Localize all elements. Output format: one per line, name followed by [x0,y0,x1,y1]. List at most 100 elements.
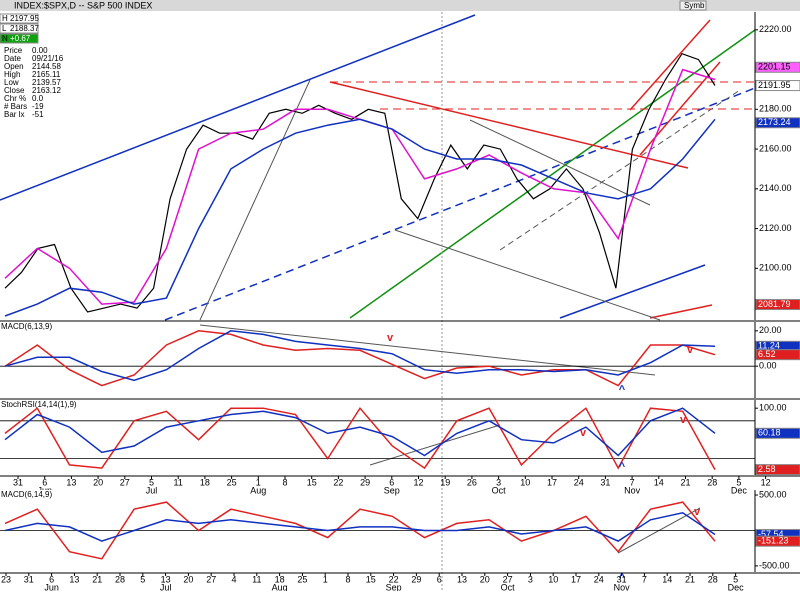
series-line [4,52,716,313]
x-tick-label: 23 [1,574,11,584]
x-tick-label: 8 [282,477,287,487]
series-line [4,68,716,305]
last-value-label: 6.52 [758,349,776,359]
trendlines [0,12,756,591]
last-value-label: -151.23 [758,536,789,546]
x-tick-label: 6 [437,574,442,584]
x-tick-label: 6 [42,477,47,487]
symbol-button-label[interactable]: Symb [684,1,705,10]
x-tick-label: 7 [630,477,635,487]
x-tick-label: 1 [256,477,261,487]
symbol-button[interactable] [679,0,707,11]
last-value-label: 2191.95 [758,80,791,90]
x-tick-label: 25 [297,574,307,584]
annotation: v [387,332,394,344]
y-tick-label: 2160.00 [759,143,792,153]
last-value-label: 2201.15 [758,62,791,72]
quote-row [0,33,39,44]
info-label: Close [4,86,25,95]
month-label: Jun [44,582,59,591]
info-value: 2163.12 [32,86,61,95]
series-line [4,330,716,382]
x-tick-label: 13 [161,574,171,584]
annotation: v [680,414,687,426]
info-value: 2165.11 [32,70,61,79]
info-label: Date [4,54,21,63]
quote-value: 2188.37 [10,24,39,33]
x-tick-label: 13 [457,574,467,584]
x-tick-label: 24 [574,477,584,487]
x-tick-label: 8 [345,574,350,584]
x-tick-label: 24 [594,574,604,584]
x-tick-label: 31 [617,574,627,584]
last-value-label: 11.24 [758,341,780,351]
month-label: Nov [614,582,631,591]
info-value: 0.0 [32,94,44,103]
info-label: Price [4,46,23,55]
panel-title: MACD(6,14,9) [1,490,52,499]
x-tick-label: 20 [93,477,103,487]
quote-label: H [2,14,8,23]
x-tick-label: 28 [708,574,718,584]
x-tick-label: 29 [411,574,421,584]
x-tick-label: 28 [707,477,717,487]
x-tick-label: 20 [480,574,490,584]
chart-title: INDEX:$SPX,D -- S&P 500 INDEX [14,0,152,10]
x-tick-label: 3 [496,477,501,487]
last-value-label: 60.18 [758,428,781,438]
x-tick-label: 10 [520,477,530,487]
x-tick-label: 13 [66,477,76,487]
info-label: # Bars [4,102,27,111]
x-tick-label: 15 [307,477,317,487]
x-tick-label: 12 [413,477,423,487]
last-value-box [755,61,800,73]
x-tick-label: 22 [333,477,343,487]
last-value-label: -57.54 [758,529,784,539]
info-label: Bar lx [4,110,24,119]
x-tick-label: 27 [206,574,216,584]
last-value-box [755,80,800,92]
y-tick-label: 0.00 [759,361,777,371]
x-tick-label: 27 [503,574,513,584]
series-line [4,406,716,470]
info-value: -51 [32,110,44,119]
x-tick-label: 29 [360,477,370,487]
x-tick-label: 17 [547,477,557,487]
month-label: Nov [624,485,641,495]
panel-title: StochRSI(14,14(1),9) [1,400,77,409]
x-tick-label: 25 [227,477,237,487]
panel-title: MACD(6,13,9) [1,322,52,331]
x-tick-label: 11 [252,574,261,584]
x-tick-label: 15 [366,574,376,584]
x-tick-label: 7 [642,574,647,584]
x-tick-label: 13 [69,574,79,584]
panel-title-bg [0,400,60,409]
info-value: 2144.58 [32,62,61,71]
series-line [4,407,716,457]
panel-title-bg [0,322,60,331]
x-tick-label: 31 [600,477,610,487]
last-value-box [755,349,800,361]
x-tick-label: 27 [120,477,130,487]
month-label: Aug [250,485,266,495]
month-label: Jul [160,582,172,591]
y-tick-label: 100.00 [759,403,787,413]
last-value-label: 2081.79 [758,299,791,309]
annotation: ^ [619,461,626,473]
x-tick-label: 4 [231,574,236,584]
last-value-box [755,464,800,476]
info-value: 09/21/16 [32,54,64,63]
x-tick-label: 31 [24,574,34,584]
month-label: Dec [731,485,748,495]
quote-value: 2197.95 [10,14,39,23]
x-tick-label: 26 [467,477,477,487]
y-tick-label: 20.00 [759,325,782,335]
x-tick-label: 1 [323,574,328,584]
x-tick-label: 18 [275,574,285,584]
x-tick-label: 17 [571,574,581,584]
x-tick-label: 10 [548,574,558,584]
last-value-label: 2.58 [758,464,776,474]
annotation: ^ [619,384,626,396]
y-tick-label: 2220.00 [759,24,792,34]
